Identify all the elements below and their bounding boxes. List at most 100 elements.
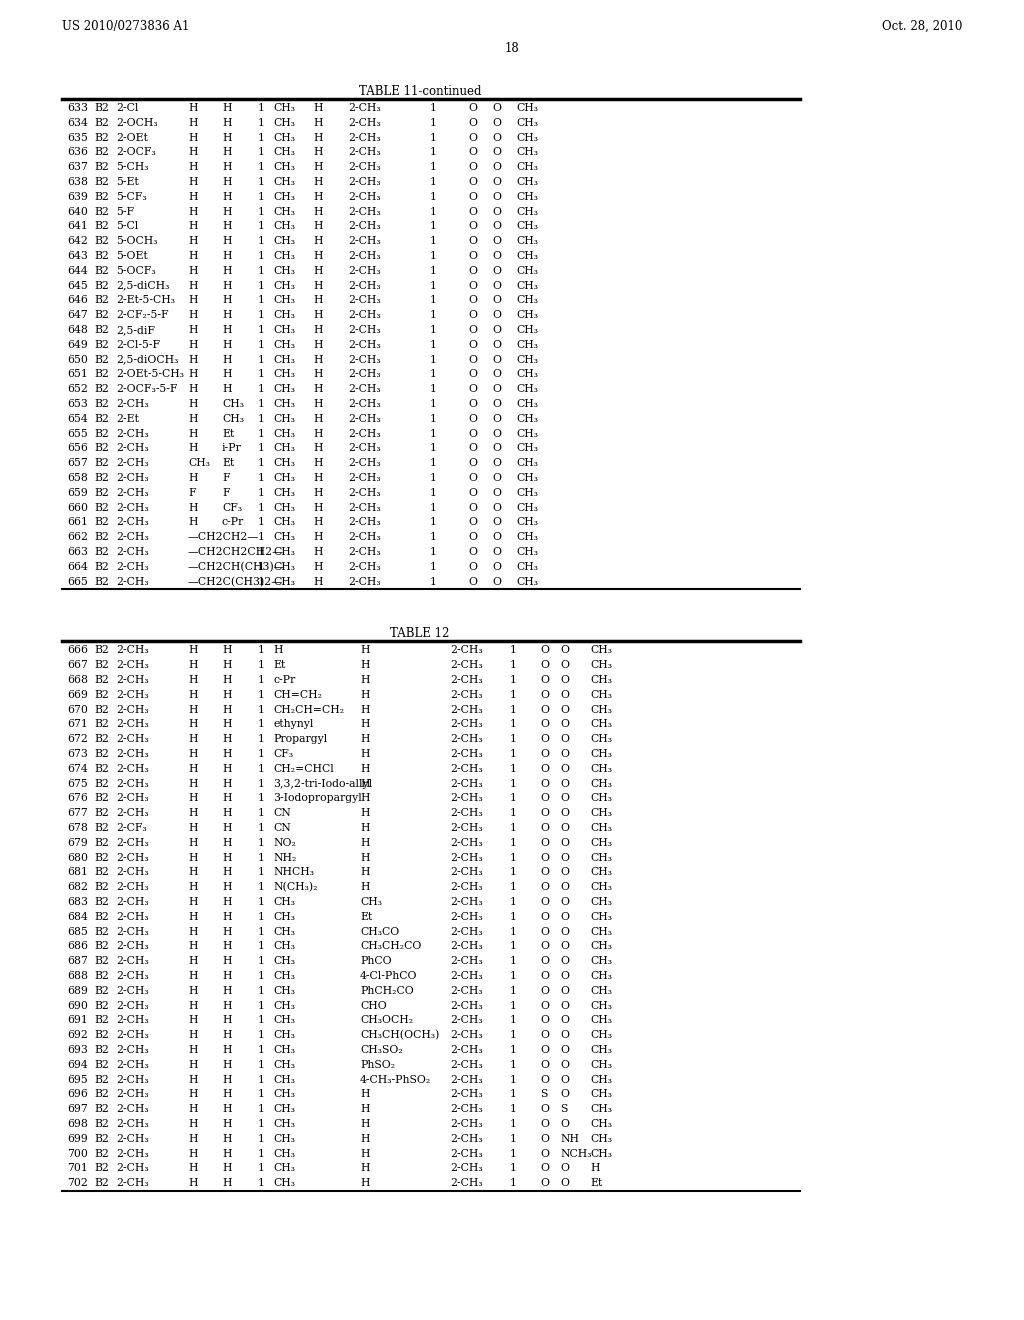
Text: H: H (222, 281, 231, 290)
Text: 1: 1 (510, 822, 517, 833)
Text: 2-CH₃: 2-CH₃ (116, 675, 148, 685)
Text: 1: 1 (510, 1045, 517, 1055)
Text: 2-CH₃: 2-CH₃ (348, 117, 381, 128)
Text: O: O (560, 705, 569, 714)
Text: O: O (540, 956, 549, 966)
Text: H: H (188, 1001, 198, 1011)
Text: H: H (313, 546, 323, 557)
Text: CN: CN (273, 808, 291, 818)
Text: B2: B2 (94, 1179, 109, 1188)
Text: H: H (188, 177, 198, 187)
Text: B2: B2 (94, 912, 109, 921)
Text: O: O (468, 222, 477, 231)
Text: CH₃: CH₃ (273, 1119, 295, 1129)
Text: B2: B2 (94, 384, 109, 395)
Text: 2-CH₃: 2-CH₃ (116, 1163, 148, 1173)
Text: 688: 688 (67, 972, 88, 981)
Text: 1: 1 (258, 1045, 265, 1055)
Text: 2-CH₃: 2-CH₃ (450, 853, 482, 862)
Text: H: H (188, 503, 198, 512)
Text: 1: 1 (430, 251, 437, 261)
Text: CH₃: CH₃ (273, 972, 295, 981)
Text: 2-CH₃: 2-CH₃ (348, 296, 381, 305)
Text: 673: 673 (67, 748, 88, 759)
Text: O: O (468, 310, 477, 321)
Text: O: O (468, 148, 477, 157)
Text: 1: 1 (258, 1148, 265, 1159)
Text: H: H (188, 1148, 198, 1159)
Text: 2-CH₃: 2-CH₃ (116, 1105, 148, 1114)
Text: H: H (222, 748, 231, 759)
Text: 681: 681 (67, 867, 88, 878)
Text: H: H (222, 822, 231, 833)
Text: 1: 1 (258, 251, 265, 261)
Text: 639: 639 (67, 191, 88, 202)
Text: 658: 658 (67, 473, 88, 483)
Text: 2-CH₃: 2-CH₃ (450, 808, 482, 818)
Text: O: O (540, 1163, 549, 1173)
Text: H: H (188, 399, 198, 409)
Text: 2-CH₃: 2-CH₃ (348, 488, 381, 498)
Text: 1: 1 (430, 117, 437, 128)
Text: H: H (222, 734, 231, 744)
Text: c-Pr: c-Pr (273, 675, 295, 685)
Text: CH₃: CH₃ (590, 898, 612, 907)
Text: O: O (492, 473, 501, 483)
Text: H: H (313, 162, 323, 172)
Text: 1: 1 (258, 281, 265, 290)
Text: 1: 1 (258, 429, 265, 438)
Text: O: O (560, 867, 569, 878)
Text: H: H (360, 1179, 370, 1188)
Text: CH₃: CH₃ (273, 207, 295, 216)
Text: CH₃: CH₃ (273, 399, 295, 409)
Text: B2: B2 (94, 822, 109, 833)
Text: B2: B2 (94, 370, 109, 379)
Text: 660: 660 (67, 503, 88, 512)
Text: 1: 1 (258, 1074, 265, 1085)
Text: CH₃: CH₃ (590, 1045, 612, 1055)
Text: 1: 1 (430, 444, 437, 453)
Text: H: H (222, 1060, 231, 1069)
Text: H: H (188, 117, 198, 128)
Text: O: O (468, 296, 477, 305)
Text: B2: B2 (94, 660, 109, 671)
Text: 2-OCF₃-5-F: 2-OCF₃-5-F (116, 384, 177, 395)
Text: O: O (560, 675, 569, 685)
Text: O: O (540, 690, 549, 700)
Text: H: H (222, 867, 231, 878)
Text: H: H (188, 444, 198, 453)
Text: 669: 669 (67, 690, 88, 700)
Text: H: H (188, 1015, 198, 1026)
Text: H: H (222, 912, 231, 921)
Text: 5-CF₃: 5-CF₃ (116, 191, 146, 202)
Text: CH₃: CH₃ (188, 458, 210, 469)
Text: 1: 1 (510, 838, 517, 847)
Text: O: O (492, 503, 501, 512)
Text: O: O (560, 808, 569, 818)
Text: H: H (313, 310, 323, 321)
Text: CH₃: CH₃ (516, 296, 538, 305)
Text: 1: 1 (258, 265, 265, 276)
Text: 1: 1 (258, 222, 265, 231)
Text: 2-CH₃: 2-CH₃ (116, 912, 148, 921)
Text: 2-CH₃: 2-CH₃ (116, 458, 148, 469)
Text: 1: 1 (258, 562, 265, 572)
Text: CH₃: CH₃ (273, 265, 295, 276)
Text: O: O (560, 1001, 569, 1011)
Text: O: O (540, 793, 549, 804)
Text: B2: B2 (94, 399, 109, 409)
Text: 1: 1 (430, 370, 437, 379)
Text: CH₃: CH₃ (273, 281, 295, 290)
Text: O: O (492, 384, 501, 395)
Text: NH: NH (560, 1134, 579, 1144)
Text: 5-Et: 5-Et (116, 177, 138, 187)
Text: 1: 1 (258, 1119, 265, 1129)
Text: CH₃CO: CH₃CO (360, 927, 399, 937)
Text: O: O (492, 296, 501, 305)
Text: 2-CH₃: 2-CH₃ (450, 1015, 482, 1026)
Text: CH₃: CH₃ (273, 927, 295, 937)
Text: 1: 1 (258, 355, 265, 364)
Text: CF₃: CF₃ (222, 503, 242, 512)
Text: O: O (560, 1045, 569, 1055)
Text: CH₃: CH₃ (273, 310, 295, 321)
